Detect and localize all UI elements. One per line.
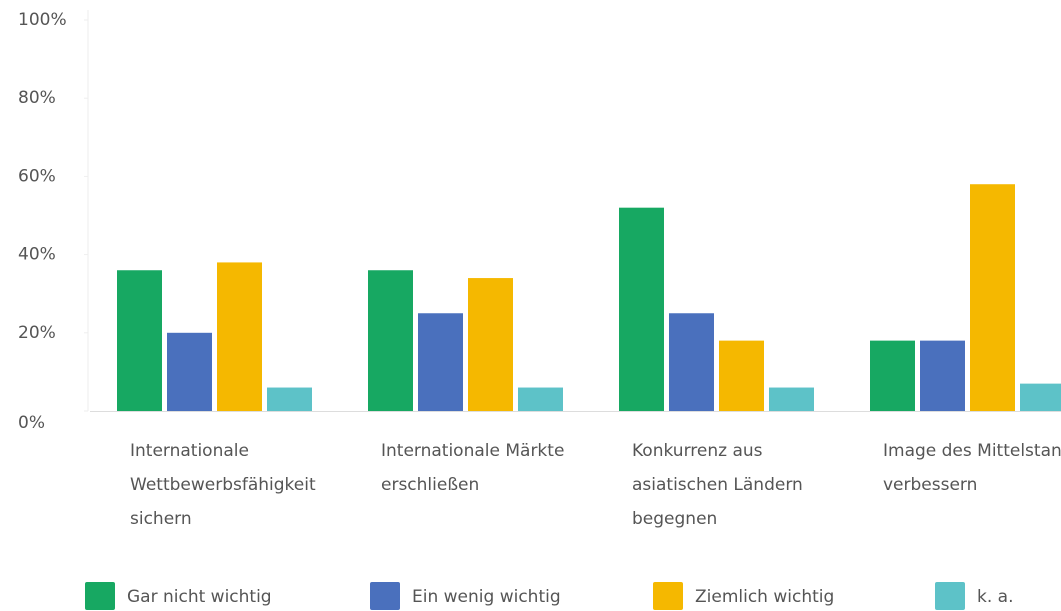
legend-label: Ziemlich wichtig [695, 587, 834, 607]
bar [117, 270, 162, 411]
bar [217, 262, 262, 411]
bar [669, 313, 714, 411]
bar [368, 270, 413, 411]
legend-swatch [370, 582, 400, 610]
y-tick-label: 40% [18, 245, 56, 265]
legend-label: Gar nicht wichtig [127, 587, 272, 607]
x-tick-label: Image des Mittelstands verbessern [883, 441, 1061, 495]
bar [769, 387, 814, 411]
bar [970, 184, 1015, 411]
legend-swatch [85, 582, 115, 610]
y-tick-label: 80% [18, 88, 56, 108]
y-tick-label: 60% [18, 166, 56, 186]
bar [468, 278, 513, 411]
y-tick-label: 20% [18, 323, 56, 343]
legend-label: Ein wenig wichtig [412, 587, 561, 607]
bar [418, 313, 463, 411]
bar [619, 207, 664, 411]
bar [167, 332, 212, 411]
bar [719, 340, 764, 411]
bar [267, 387, 312, 411]
bar [870, 340, 915, 411]
x-tick-label: Internationale Wettbewerbsfähigkeit sich… [130, 441, 316, 529]
bar [1020, 383, 1061, 411]
x-tick-label: Konkurrenz aus asiatischen Ländern begeg… [632, 441, 803, 529]
y-tick-label: 100% [18, 10, 67, 30]
legend-swatch [653, 582, 683, 610]
legend-label: k. a. [977, 587, 1013, 607]
y-tick-label: 0% [18, 413, 45, 433]
legend-swatch [935, 582, 965, 610]
bar [920, 340, 965, 411]
x-tick-label: Internationale Märkte erschließen [381, 441, 565, 495]
bar [518, 387, 563, 411]
